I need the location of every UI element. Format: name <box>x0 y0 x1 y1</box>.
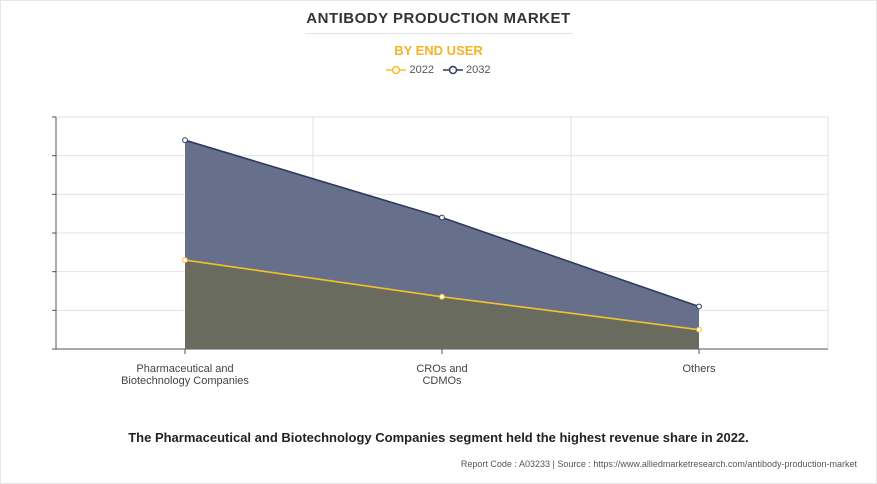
chart-legend: 2022 2032 <box>0 64 877 78</box>
x-tick-label: Biotechnology Companies <box>121 375 249 387</box>
point-2032 <box>182 137 188 144</box>
point-2022 <box>439 293 445 300</box>
source-link[interactable]: Source : https://www.alliedmarketresearc… <box>557 459 857 469</box>
legend-label-2032: 2032 <box>466 64 491 76</box>
point-2032 <box>696 303 702 310</box>
x-tick-label: CDMOs <box>422 375 462 387</box>
legend-marker-2032 <box>443 65 464 75</box>
chart-subtitle: BY END USER <box>394 43 483 58</box>
footer-separator: | <box>552 459 555 469</box>
legend-item-2032[interactable]: 2032 <box>443 64 491 76</box>
x-tick-label: Pharmaceutical and <box>136 363 233 375</box>
report-code: Report Code : A03233 <box>460 459 550 469</box>
legend-label-2022: 2022 <box>409 64 434 76</box>
point-2022 <box>182 257 188 263</box>
x-tick-label: Others <box>682 363 716 375</box>
legend-marker-2022 <box>386 65 407 75</box>
point-2022 <box>696 326 702 333</box>
chart-title: ANTIBODY PRODUCTION MARKET <box>306 10 571 27</box>
legend-item-2022[interactable]: 2022 <box>386 64 434 76</box>
chart-headline: The Pharmaceutical and Biotechnology Com… <box>128 430 749 445</box>
point-2032 <box>439 214 445 221</box>
x-tick-label: CROs and <box>416 363 467 375</box>
area-2022 <box>185 260 699 349</box>
title-divider <box>305 33 573 34</box>
chart-footer: Report Code : A03233 | Source : https://… <box>461 459 857 469</box>
